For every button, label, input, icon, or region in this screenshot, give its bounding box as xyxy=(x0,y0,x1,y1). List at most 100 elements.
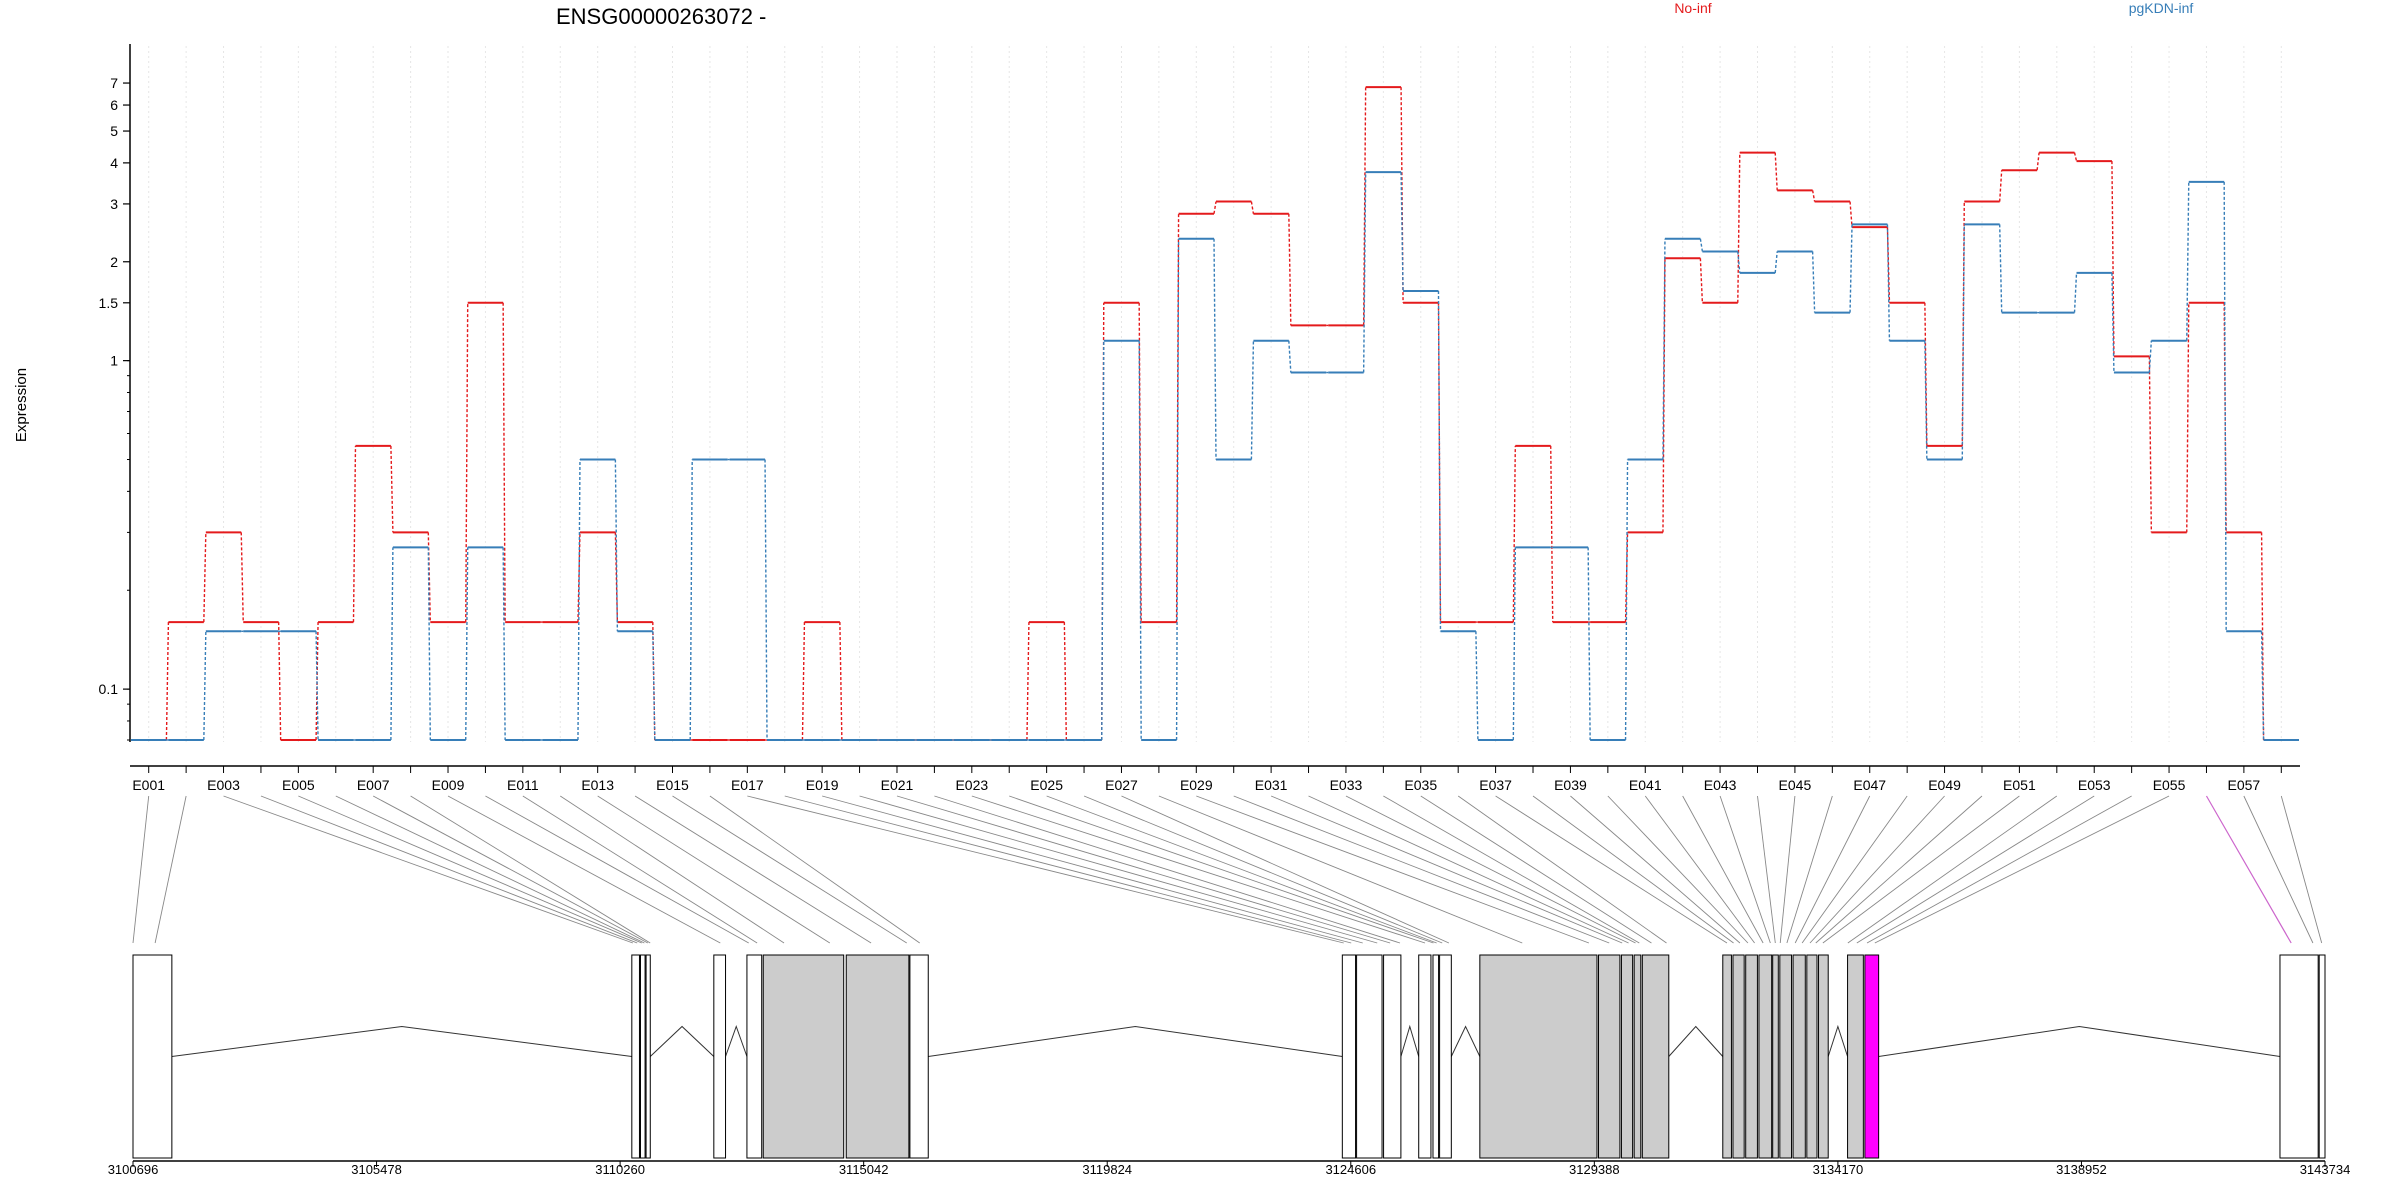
series-connector xyxy=(1924,302,1928,446)
series-connector xyxy=(2073,272,2078,313)
exon-block xyxy=(645,954,651,1159)
bin-connector xyxy=(1801,795,1908,944)
series-connector xyxy=(1250,340,1255,460)
series-connector xyxy=(1849,224,1853,313)
series-connector xyxy=(165,622,170,741)
bin-connector xyxy=(934,795,1401,944)
series-connector xyxy=(1138,302,1142,623)
genome-tick-label: 3134170 xyxy=(1813,1162,1864,1177)
bin-connector xyxy=(1196,795,1590,944)
series-connector xyxy=(1288,340,1292,373)
series-connector xyxy=(2223,181,2227,632)
series-lines xyxy=(131,86,2299,741)
series-connector xyxy=(839,622,843,741)
genome-tick-label: 3138952 xyxy=(2056,1162,2107,1177)
exon-block xyxy=(746,954,763,1159)
bin-connector xyxy=(1570,795,1741,944)
bin-connector xyxy=(1815,795,1983,944)
series-connector xyxy=(465,302,469,623)
series-connector xyxy=(2148,356,2153,533)
chart-title: ENSG00000263072 - xyxy=(556,4,766,29)
bin-connector xyxy=(1644,795,1755,944)
series-connector xyxy=(1175,213,1180,623)
series-connector xyxy=(1774,152,1778,191)
x-tick-label: E045 xyxy=(1779,777,1812,793)
intron-line xyxy=(928,1025,1343,1057)
x-tick-label: E041 xyxy=(1629,777,1662,793)
exon-block xyxy=(631,954,640,1159)
bin-to-exon-connectors xyxy=(132,795,2323,944)
exon-block xyxy=(1772,954,1779,1159)
exon-block xyxy=(1439,954,1452,1159)
series-connector xyxy=(1737,251,1741,273)
series-connector xyxy=(1475,631,1479,741)
x-tick-label: E023 xyxy=(955,777,988,793)
exon-block xyxy=(1641,954,1670,1159)
y-axis-label: Expression xyxy=(13,368,30,442)
bin-connector xyxy=(1779,795,1796,944)
bin-connector xyxy=(822,795,1363,944)
x-tick-label: E025 xyxy=(1030,777,1063,793)
bin-connector xyxy=(1607,795,1749,944)
series-connector xyxy=(2148,340,2153,373)
series-connector xyxy=(277,622,282,741)
x-tick-label: E017 xyxy=(731,777,764,793)
series-connector xyxy=(801,622,806,741)
series-connector xyxy=(1737,152,1741,303)
series-connector xyxy=(689,459,693,741)
series-connector xyxy=(1512,547,1517,741)
bin-connector xyxy=(1847,795,2058,944)
bin-connector xyxy=(1270,795,1623,944)
series-connector xyxy=(1587,547,1591,741)
series-connector xyxy=(1699,238,1704,252)
x-tick-label: E013 xyxy=(581,777,614,793)
exon-block xyxy=(1356,954,1383,1159)
genome-tick-label: 3143734 xyxy=(2300,1162,2351,1177)
bin-connector xyxy=(672,795,907,944)
bin-connector xyxy=(1719,795,1771,944)
bin-connector xyxy=(410,795,651,944)
exon-block xyxy=(1598,954,1621,1159)
x-tick-label: E005 xyxy=(282,777,315,793)
exon-block xyxy=(1620,954,1634,1159)
bin-connector xyxy=(1495,795,1728,944)
series-connector xyxy=(502,302,506,623)
bin-connector xyxy=(1856,795,2095,944)
genome-tick-label: 3129388 xyxy=(1569,1162,1620,1177)
x-tick-label: E035 xyxy=(1404,777,1437,793)
x-tick-label: E015 xyxy=(656,777,689,793)
intron-line xyxy=(725,1025,748,1057)
x-tick-label: E057 xyxy=(2228,777,2261,793)
series-connector xyxy=(427,547,432,741)
exon-bin-axis: E001 E003 E005 E007 E009 E011 E013 E015 E017 E019… xyxy=(130,765,2300,793)
y-tick-label: 4 xyxy=(110,155,118,171)
x-tick-label: E049 xyxy=(1928,777,1961,793)
series-connector xyxy=(1811,251,1816,313)
series-connector xyxy=(1849,201,1853,228)
series-connector xyxy=(1961,224,1965,460)
legend-no-inf: No-inf xyxy=(1674,0,1711,16)
series-connector xyxy=(390,445,394,533)
series-connector xyxy=(2111,272,2115,373)
exon-block xyxy=(2318,954,2326,1159)
exon-block xyxy=(1479,954,1598,1159)
genome-tick-label: 3124606 xyxy=(1325,1162,1376,1177)
bin-connector xyxy=(154,795,187,944)
series-connector xyxy=(2111,161,2115,357)
bin-connector xyxy=(447,795,721,944)
exon-block xyxy=(1806,954,1818,1159)
y-tick-label: 1 xyxy=(110,353,118,369)
series-connector xyxy=(1998,170,2003,202)
series-connector xyxy=(652,631,656,741)
series-connector xyxy=(1699,258,1704,303)
series-connector xyxy=(1624,459,1629,741)
bin-connector xyxy=(1874,795,2170,944)
x-tick-label: E021 xyxy=(881,777,914,793)
intron-line xyxy=(1668,1025,1724,1057)
genome-tick-label: 3115042 xyxy=(839,1162,889,1177)
exon-block xyxy=(1818,954,1829,1159)
intron-line xyxy=(1827,1024,1849,1057)
genome-tick-label: 3100696 xyxy=(108,1162,159,1177)
series-connector xyxy=(577,459,581,741)
